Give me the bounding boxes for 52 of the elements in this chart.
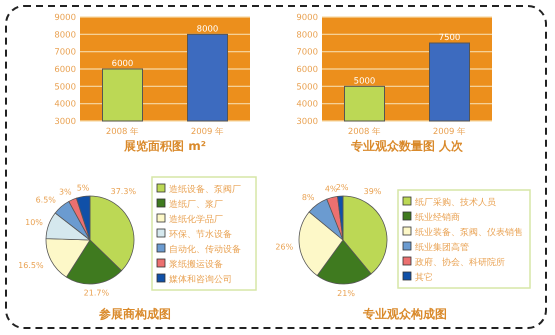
y-tick-label: 3000: [296, 117, 318, 127]
legend-label: 纸业经销商: [415, 212, 460, 223]
y-tick-label: 8000: [54, 30, 76, 40]
legend-label: 纸业集团高管: [415, 242, 469, 253]
data-label: 4%: [324, 184, 338, 194]
legend-label: 政府、协会、科研院所: [415, 257, 505, 268]
legend-label: 造纸厂、浆厂: [169, 199, 223, 210]
legend-label: 媒体和咨询公司: [169, 274, 232, 285]
y-tick-label: 6000: [296, 65, 318, 75]
text: 展览面积图 m²: [123, 139, 206, 153]
y-tick-label: 3000: [54, 117, 76, 127]
x-tick-label: 2008 年: [106, 126, 140, 137]
data-label: 16.5%: [18, 260, 44, 270]
data-label: 8%: [302, 193, 315, 202]
y-tick-label: 9000: [296, 13, 318, 23]
text: 参展商构成图: [98, 307, 171, 321]
x-tick-label: 2009 年: [432, 126, 466, 137]
text: 专业观众构成图: [362, 307, 447, 321]
data-label: 5000: [354, 76, 376, 86]
data-label: 10%: [25, 218, 44, 228]
y-tick-label: 6000: [54, 65, 76, 75]
legend-label: 造纸设备、泵阀厂: [169, 184, 241, 195]
data-label: 5%: [76, 184, 90, 193]
data-label: 8000: [196, 24, 218, 34]
data-label: 7500: [438, 33, 460, 43]
text: 专业观众数量图 人次: [350, 139, 464, 153]
y-tick-label: 4000: [296, 100, 318, 110]
y-tick-label: 8000: [296, 30, 318, 40]
legend-label: 环保、节水设备: [169, 229, 232, 240]
data-label: 2%: [336, 183, 349, 192]
legend-label: 自动化、传动设备: [169, 244, 241, 255]
legend-label: 纸业装备、泵阀、仪表销售: [415, 227, 523, 238]
legend-label: 纸厂采购、技术人员: [415, 197, 496, 208]
y-tick-label: 5000: [296, 82, 318, 92]
data-label: 37.3%: [110, 187, 136, 196]
legend-label: 造纸化学品厂: [169, 214, 223, 225]
y-tick-label: 7000: [54, 48, 76, 58]
data-label: 26%: [275, 242, 294, 252]
data-label: 21%: [337, 288, 356, 298]
x-tick-label: 2009 年: [190, 126, 224, 137]
data-label: 6000: [112, 59, 134, 69]
y-tick-label: 9000: [54, 13, 76, 23]
legend-label: 其它: [415, 272, 433, 283]
y-tick-label: 7000: [296, 48, 318, 58]
data-label: 39%: [364, 187, 382, 196]
data-label: 21.7%: [84, 288, 110, 298]
x-tick-label: 2008 年: [348, 126, 382, 137]
y-tick-label: 5000: [54, 82, 76, 92]
y-tick-label: 4000: [54, 100, 76, 110]
legend-label: 浆纸搬运设备: [169, 259, 223, 270]
data-label: 3%: [58, 187, 72, 196]
data-label: 6.5%: [36, 196, 56, 205]
